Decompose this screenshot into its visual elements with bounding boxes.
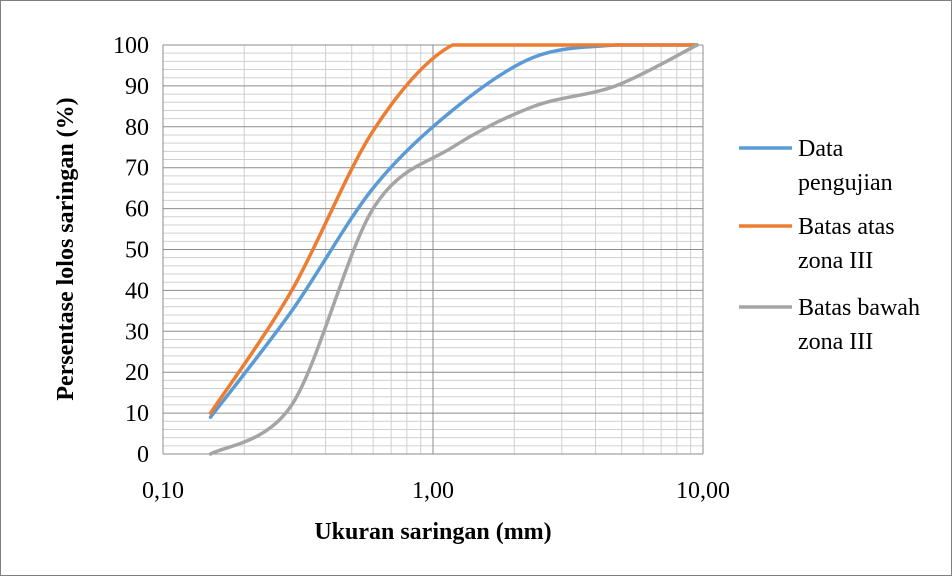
x-axis-title: Ukuran saringan (mm) [314,519,551,545]
y-tick-label: 70 [125,156,149,182]
major-gridlines [162,44,704,455]
x-tick-labels: 0,10 1,00 10,00 [142,478,730,504]
y-tick-label: 10 [125,401,149,427]
y-tick-label: 50 [125,238,149,264]
y-tick-label: 30 [125,319,149,345]
legend-label-2: zona III [798,248,873,274]
y-tick-label: 20 [125,360,149,386]
x-tick-label: 10,00 [676,478,730,504]
legend-label-3: Batas bawah [798,295,920,321]
x-tick-label: 0,10 [142,478,184,504]
y-axis-title: Persentase lolos saringan (%) [53,97,79,400]
y-tick-label: 100 [113,33,149,59]
legend-label-3: zona III [798,329,873,355]
legend-label-1: Data [798,136,844,162]
series-line-2 [208,43,699,415]
y-tick-label: 0 [137,442,149,468]
legend: Data pengujian Batas atas zona III Batas baw… [739,136,920,355]
series-line-1 [208,43,699,419]
y-tick-label: 40 [125,278,149,304]
x-tick-label: 1,00 [412,478,454,504]
legend-label-2: Batas atas [798,214,895,240]
series-line-3 [208,43,699,456]
y-tick-labels: 0 10 20 30 40 50 60 70 80 90 100 [113,33,149,468]
y-tick-label: 60 [125,197,149,223]
y-tick-label: 80 [125,115,149,141]
legend-label-1: pengujian [798,170,893,196]
y-tick-label: 90 [125,74,149,100]
series-lines [208,43,699,456]
